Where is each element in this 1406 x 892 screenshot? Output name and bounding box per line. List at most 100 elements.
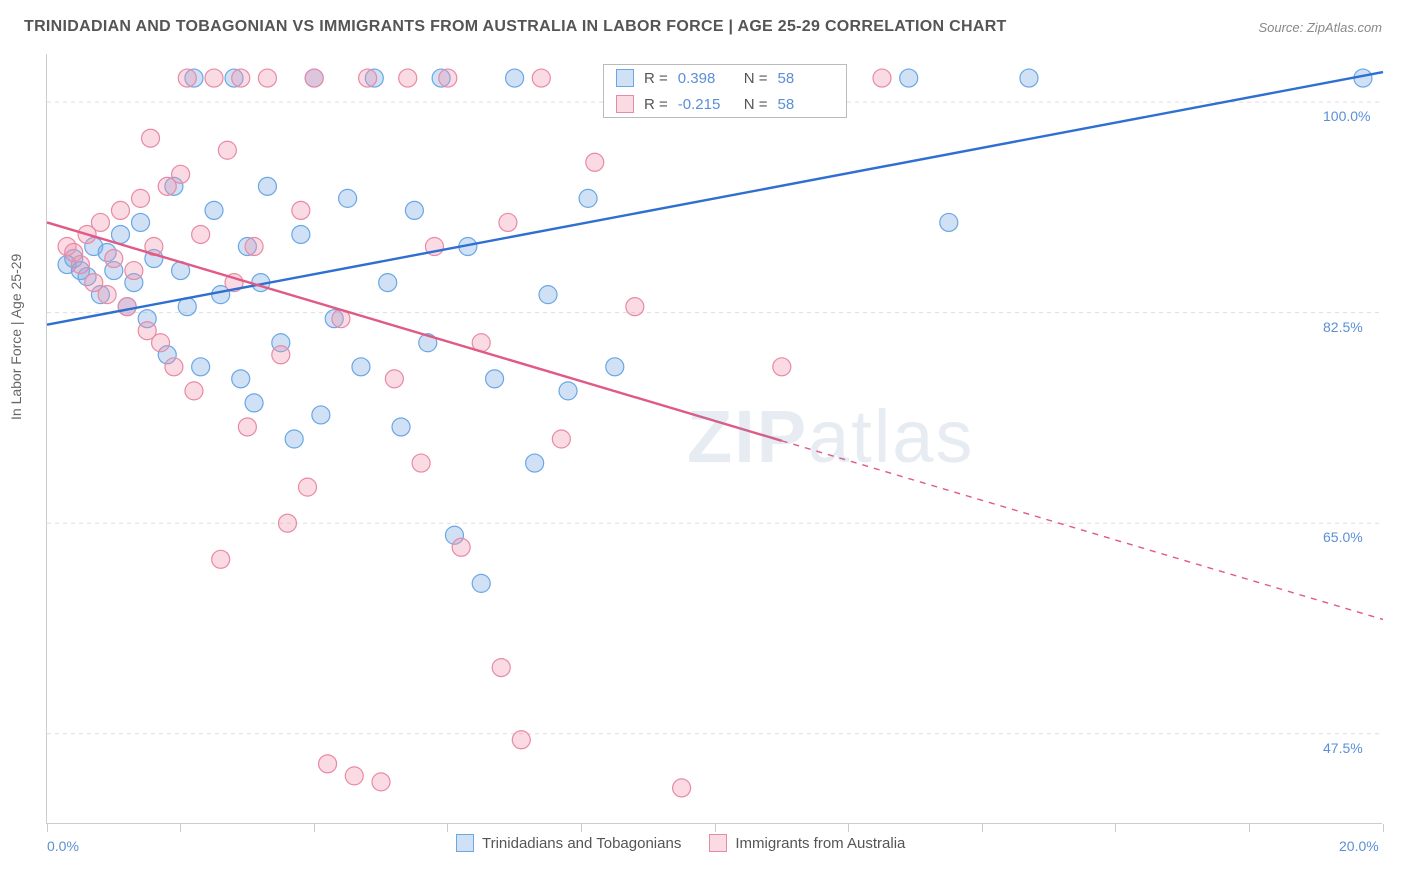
data-point [178,69,196,87]
x-tick-label: 20.0% [1339,838,1379,854]
legend-swatch [709,834,727,852]
data-point [439,69,457,87]
y-tick-label: 65.0% [1323,529,1363,545]
series-legend: Trinidadians and Tobagonians Immigrants f… [456,834,905,852]
stats-legend: R =0.398N =58R =-0.215N =58 [603,64,847,118]
data-point [352,358,370,376]
source-attribution: Source: ZipAtlas.com [1258,20,1382,35]
x-tick-label: 0.0% [47,838,79,854]
stat-value-r: -0.215 [678,96,734,113]
data-point [492,659,510,677]
data-point [359,69,377,87]
data-point [526,454,544,472]
data-point [132,189,150,207]
data-point [312,406,330,424]
chart-title: TRINIDADIAN AND TOBAGONIAN VS IMMIGRANTS… [24,18,1007,36]
legend-label: Immigrants from Australia [735,835,905,852]
data-point [238,418,256,436]
data-point [405,201,423,219]
data-point [512,731,530,749]
data-point [452,538,470,556]
data-point [385,370,403,388]
data-point [292,201,310,219]
data-point [586,153,604,171]
stat-label-n: N = [744,70,768,87]
legend-swatch [616,95,634,113]
data-point [579,189,597,207]
data-point [399,69,417,87]
data-point [258,69,276,87]
data-point [165,358,183,376]
data-point [192,358,210,376]
data-point [272,346,290,364]
scatter-chart [47,54,1383,824]
stat-value-n: 58 [778,70,834,87]
data-point [552,430,570,448]
x-tick [1383,824,1384,832]
data-point [606,358,624,376]
data-point [486,370,504,388]
x-tick [47,824,48,832]
data-point [319,755,337,773]
stat-label-r: R = [644,96,668,113]
data-point [205,201,223,219]
data-point [412,454,430,472]
data-point [205,69,223,87]
data-point [185,382,203,400]
data-point [232,370,250,388]
stat-label-r: R = [644,70,668,87]
data-point [392,418,410,436]
data-point [532,69,550,87]
data-point [105,250,123,268]
data-point [292,225,310,243]
stat-label-n: N = [744,96,768,113]
x-tick [581,824,582,832]
data-point [152,334,170,352]
data-point [142,129,160,147]
x-tick [1115,824,1116,832]
legend-label: Trinidadians and Tobagonians [482,835,681,852]
data-point [506,69,524,87]
legend-swatch [456,834,474,852]
data-point [118,298,136,316]
data-point [71,256,89,274]
data-point [218,141,236,159]
data-point [372,773,390,791]
data-point [673,779,691,797]
y-tick-label: 82.5% [1323,319,1363,335]
plot-area: ZIPatlas R =0.398N =58R =-0.215N =58 47.… [46,54,1382,824]
data-point [345,767,363,785]
data-point [873,69,891,87]
data-point [111,201,129,219]
data-point [278,514,296,532]
stats-legend-row: R =0.398N =58 [604,65,846,91]
data-point [499,213,517,231]
data-point [91,213,109,231]
y-axis-label: In Labor Force | Age 25-29 [8,254,24,420]
data-point [132,213,150,231]
data-point [192,225,210,243]
y-tick-label: 100.0% [1323,108,1370,124]
data-point [245,394,263,412]
data-point [472,574,490,592]
data-point [626,298,644,316]
x-tick [1249,824,1250,832]
data-point [559,382,577,400]
legend-item: Immigrants from Australia [709,834,905,852]
y-tick-label: 47.5% [1323,740,1363,756]
data-point [299,478,317,496]
data-point [232,69,250,87]
legend-swatch [616,69,634,87]
data-point [339,189,357,207]
data-point [258,177,276,195]
x-tick [982,824,983,832]
data-point [285,430,303,448]
x-tick [715,824,716,832]
data-point [379,274,397,292]
x-tick [314,824,315,832]
data-point [900,69,918,87]
stat-value-n: 58 [778,96,834,113]
data-point [305,69,323,87]
data-point [111,225,129,243]
data-point [98,286,116,304]
